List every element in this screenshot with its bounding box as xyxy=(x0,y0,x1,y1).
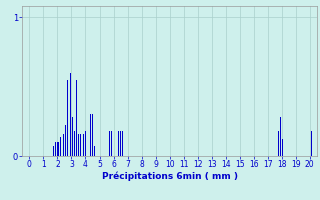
Bar xyxy=(120,131,121,156)
Bar xyxy=(69,73,70,156)
Bar xyxy=(122,131,123,156)
Bar xyxy=(80,134,81,156)
Bar xyxy=(109,131,110,156)
Bar xyxy=(60,137,61,156)
Bar xyxy=(72,117,73,156)
Bar xyxy=(90,114,91,156)
Bar xyxy=(278,131,279,156)
Bar xyxy=(55,142,56,156)
X-axis label: Précipitations 6min ( mm ): Précipitations 6min ( mm ) xyxy=(102,172,238,181)
Bar xyxy=(311,131,312,156)
Bar xyxy=(92,114,93,156)
Bar xyxy=(78,134,79,156)
Bar xyxy=(94,146,95,156)
Bar xyxy=(74,131,75,156)
Bar xyxy=(65,125,66,156)
Bar xyxy=(85,131,86,156)
Bar xyxy=(282,139,283,156)
Bar xyxy=(280,117,281,156)
Bar xyxy=(57,142,58,156)
Bar xyxy=(83,134,84,156)
Bar xyxy=(76,80,77,156)
Bar xyxy=(53,146,54,156)
Bar xyxy=(63,134,64,156)
Bar xyxy=(58,142,59,156)
Bar xyxy=(111,131,112,156)
Bar xyxy=(118,131,119,156)
